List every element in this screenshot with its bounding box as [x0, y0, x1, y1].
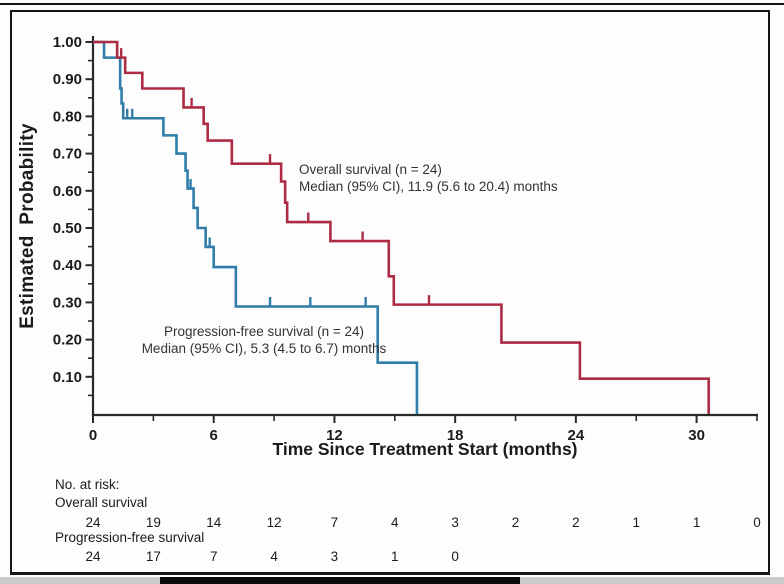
risk-count: 14: [206, 515, 222, 530]
risk-count: 2: [572, 515, 580, 530]
x-tick-label: 12: [326, 427, 343, 444]
y-tick-label: 0.80: [53, 108, 82, 125]
progression-free-survival-curve: [93, 40, 419, 414]
risk-count: 1: [391, 549, 399, 564]
y-tick-label: 0.20: [53, 332, 82, 349]
x-tick-label: 18: [447, 427, 464, 444]
progression-free-annotation: Progression-free survival (n = 24) Media…: [126, 323, 402, 357]
risk-count: 7: [331, 515, 339, 530]
risk-table-heading: No. at risk:: [55, 477, 120, 492]
y-tick-label: 0.60: [53, 183, 82, 200]
risk-count: 1: [693, 515, 701, 530]
risk-count: 12: [267, 515, 282, 530]
risk-count: 2: [512, 515, 520, 530]
overall-survival-annotation-line1: Overall survival (n = 24): [299, 162, 442, 177]
x-tick-label: 30: [688, 427, 705, 444]
y-tick-label: 0.90: [53, 71, 82, 88]
risk-row-label-overall: Overall survival: [55, 495, 148, 510]
risk-count: 3: [451, 515, 459, 530]
overall-survival-annotation: Overall survival (n = 24) Median (95% CI…: [299, 161, 558, 195]
risk-count: 1: [632, 515, 640, 530]
risk-count: 3: [331, 549, 339, 564]
bottom-black-bar: [160, 577, 520, 584]
risk-count: 0: [451, 549, 459, 564]
risk-count: 0: [753, 515, 761, 530]
y-tick-label: 0.50: [53, 220, 82, 237]
y-tick-label: 0.40: [53, 257, 82, 274]
figure-frame: [10, 10, 770, 575]
y-tick-label: 0.30: [53, 294, 82, 311]
risk-count: 4: [391, 515, 399, 530]
risk-count: 17: [146, 549, 161, 564]
top-border-rule: [0, 3, 784, 5]
progression-free-annotation-line1: Progression-free survival (n = 24): [164, 324, 364, 339]
y-tick-label: 0.10: [53, 369, 82, 386]
risk-count: 7: [210, 549, 218, 564]
overall-survival-curve: [93, 40, 710, 414]
y-tick-label: 0.70: [53, 146, 82, 163]
y-axis-title: Estimated Probability: [17, 123, 38, 329]
x-tick-label: 24: [568, 427, 585, 444]
x-tick-label: 6: [210, 427, 218, 444]
overall-survival-annotation-line2: Median (95% CI), 11.9 (5.6 to 20.4) mont…: [299, 179, 558, 194]
x-axis-title: Time Since Treatment Start (months): [272, 439, 578, 459]
x-tick-label: 0: [89, 427, 97, 444]
risk-count: 19: [146, 515, 161, 530]
risk-count: 24: [85, 549, 101, 564]
risk-row-label-pfs: Progression-free survival: [55, 530, 205, 545]
progression-free-annotation-line2: Median (95% CI), 5.3 (4.5 to 6.7) months: [141, 341, 387, 356]
risk-count: 4: [270, 549, 278, 564]
risk-count: 24: [85, 515, 101, 530]
y-tick-label: 1.00: [53, 34, 82, 51]
